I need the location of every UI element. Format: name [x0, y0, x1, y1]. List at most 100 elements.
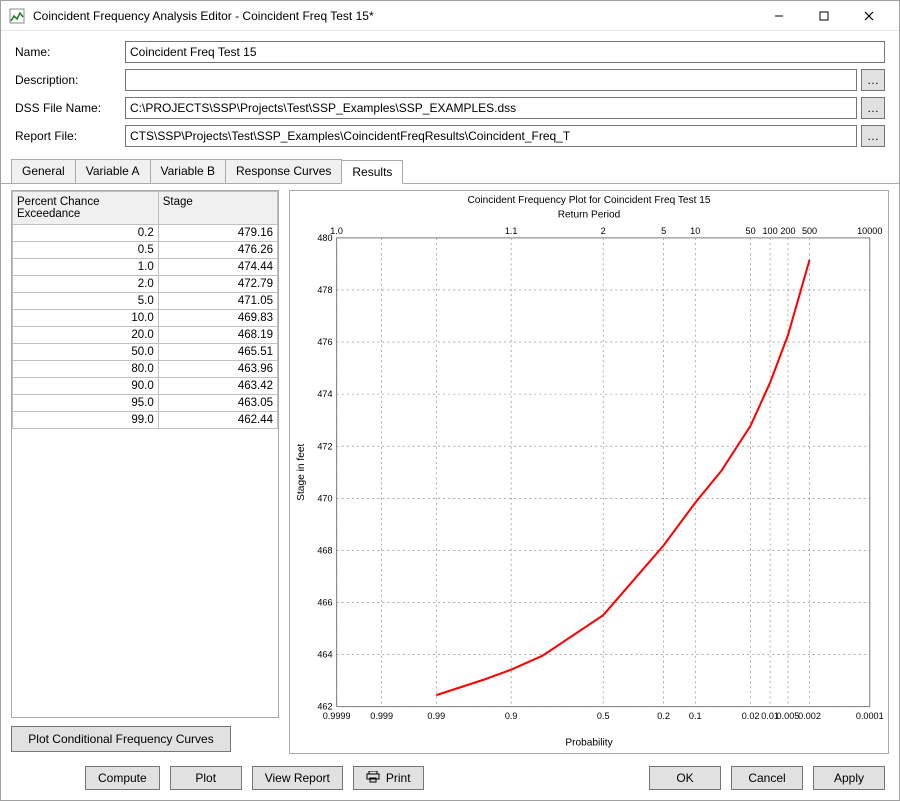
svg-text:0.0001: 0.0001	[856, 711, 884, 721]
ok-button[interactable]: OK	[649, 766, 721, 790]
printer-icon	[366, 771, 380, 786]
tab-response-curves[interactable]: Response Curves	[225, 159, 342, 183]
svg-text:0.002: 0.002	[798, 711, 821, 721]
cell-stage: 469.83	[158, 310, 277, 327]
close-button[interactable]	[846, 2, 891, 30]
view-report-button[interactable]: View Report	[252, 766, 343, 790]
cell-pce: 20.0	[13, 327, 159, 344]
svg-text:10000: 10000	[857, 226, 882, 236]
report-browse-button[interactable]: …	[861, 125, 885, 147]
svg-text:1.0: 1.0	[330, 226, 343, 236]
svg-text:468: 468	[317, 545, 332, 555]
cell-stage: 479.16	[158, 225, 277, 242]
svg-text:0.005: 0.005	[777, 711, 800, 721]
table-row[interactable]: 2.0472.79	[13, 276, 278, 293]
minimize-button[interactable]	[756, 2, 801, 30]
plot-conditional-button[interactable]: Plot Conditional Frequency Curves	[11, 726, 231, 752]
svg-text:Probability: Probability	[565, 737, 613, 748]
table-row[interactable]: 90.0463.42	[13, 378, 278, 395]
svg-text:470: 470	[317, 493, 332, 503]
cell-stage: 462.44	[158, 412, 277, 429]
print-label: Print	[386, 771, 411, 785]
svg-text:5: 5	[661, 226, 666, 236]
cell-stage: 463.05	[158, 395, 277, 412]
name-row: Name:	[15, 41, 885, 63]
svg-text:478: 478	[317, 285, 332, 295]
cell-pce: 5.0	[13, 293, 159, 310]
cell-stage: 472.79	[158, 276, 277, 293]
window-controls	[756, 2, 891, 30]
chart-frame: 4624644664684704724744764784800.99990.99…	[289, 190, 889, 754]
cell-stage: 468.19	[158, 327, 277, 344]
tab-variable-b[interactable]: Variable B	[150, 159, 226, 183]
svg-text:Return Period: Return Period	[558, 209, 621, 220]
svg-text:0.5: 0.5	[597, 711, 610, 721]
table-row[interactable]: 99.0462.44	[13, 412, 278, 429]
button-bar: Compute Plot View Report Print OK Cancel…	[1, 758, 899, 800]
titlebar: Coincident Frequency Analysis Editor - C…	[1, 1, 899, 31]
tab-general[interactable]: General	[11, 159, 76, 183]
table-row[interactable]: 50.0465.51	[13, 344, 278, 361]
svg-text:1.1: 1.1	[505, 226, 518, 236]
cell-pce: 99.0	[13, 412, 159, 429]
report-file-field[interactable]	[125, 125, 857, 147]
description-browse-button[interactable]: …	[861, 69, 885, 91]
cell-pce: 95.0	[13, 395, 159, 412]
table-row[interactable]: 0.2479.16	[13, 225, 278, 242]
cell-stage: 463.96	[158, 361, 277, 378]
plot-button[interactable]: Plot	[170, 766, 242, 790]
table-row[interactable]: 1.0474.44	[13, 259, 278, 276]
results-table-wrap: Percent Chance Exceedance Stage 0.2479.1…	[11, 190, 279, 718]
report-file-label: Report File:	[15, 129, 125, 143]
cell-pce: 2.0	[13, 276, 159, 293]
table-row[interactable]: 20.0468.19	[13, 327, 278, 344]
svg-text:Stage in feet: Stage in feet	[296, 443, 307, 500]
svg-text:2: 2	[601, 226, 606, 236]
cell-pce: 80.0	[13, 361, 159, 378]
svg-text:0.99: 0.99	[427, 711, 445, 721]
results-content: Percent Chance Exceedance Stage 0.2479.1…	[1, 184, 899, 758]
table-row[interactable]: 80.0463.96	[13, 361, 278, 378]
tab-variable-a[interactable]: Variable A	[75, 159, 151, 183]
cell-pce: 1.0	[13, 259, 159, 276]
form-area: Name: Description: … DSS File Name: … Re…	[1, 31, 899, 157]
cancel-button[interactable]: Cancel	[731, 766, 803, 790]
cell-pce: 90.0	[13, 378, 159, 395]
cell-stage: 465.51	[158, 344, 277, 361]
results-table: Percent Chance Exceedance Stage 0.2479.1…	[12, 191, 278, 429]
cell-pce: 10.0	[13, 310, 159, 327]
dss-browse-button[interactable]: …	[861, 97, 885, 119]
table-row[interactable]: 10.0469.83	[13, 310, 278, 327]
svg-text:0.1: 0.1	[689, 711, 702, 721]
cell-stage: 474.44	[158, 259, 277, 276]
svg-text:474: 474	[317, 389, 332, 399]
svg-text:0.2: 0.2	[657, 711, 670, 721]
compute-button[interactable]: Compute	[85, 766, 160, 790]
dss-file-field[interactable]	[125, 97, 857, 119]
table-row[interactable]: 5.0471.05	[13, 293, 278, 310]
table-header-pce: Percent Chance Exceedance	[13, 192, 159, 225]
svg-text:472: 472	[317, 441, 332, 451]
svg-text:0.9999: 0.9999	[323, 711, 351, 721]
name-field[interactable]	[125, 41, 885, 63]
maximize-button[interactable]	[801, 2, 846, 30]
tab-strip: GeneralVariable AVariable BResponse Curv…	[1, 159, 899, 184]
table-row[interactable]: 95.0463.05	[13, 395, 278, 412]
svg-text:500: 500	[802, 226, 817, 236]
svg-text:100: 100	[762, 226, 777, 236]
apply-button[interactable]: Apply	[813, 766, 885, 790]
cell-pce: 50.0	[13, 344, 159, 361]
svg-text:476: 476	[317, 337, 332, 347]
table-row[interactable]: 0.5476.26	[13, 242, 278, 259]
svg-text:466: 466	[317, 597, 332, 607]
table-header-stage: Stage	[158, 192, 277, 225]
name-label: Name:	[15, 45, 125, 59]
results-right-column: 4624644664684704724744764784800.99990.99…	[289, 190, 889, 752]
tab-results[interactable]: Results	[341, 160, 403, 184]
description-field[interactable]	[125, 69, 857, 91]
window-title: Coincident Frequency Analysis Editor - C…	[33, 9, 756, 23]
description-row: Description: …	[15, 69, 885, 91]
dss-file-row: DSS File Name: …	[15, 97, 885, 119]
print-button[interactable]: Print	[353, 766, 424, 790]
svg-text:0.999: 0.999	[370, 711, 393, 721]
